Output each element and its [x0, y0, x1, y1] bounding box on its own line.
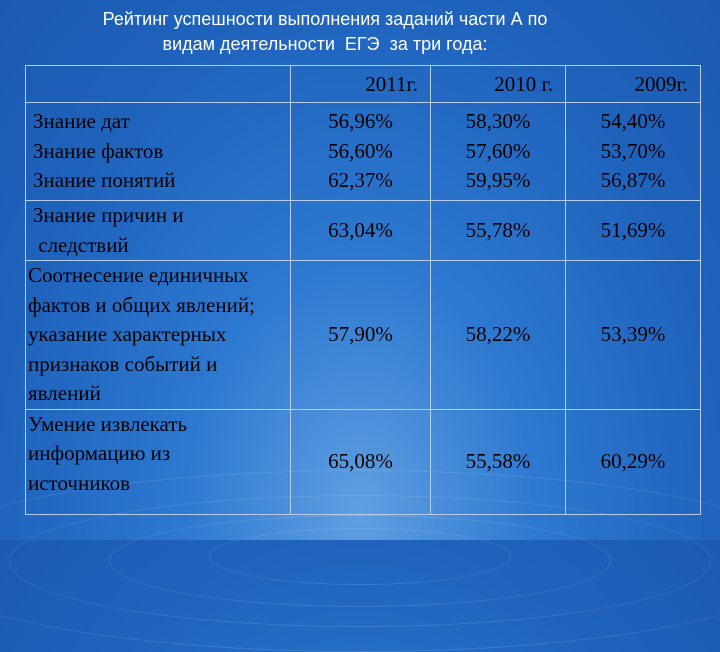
value-cell-2010: 58,22%	[430, 260, 566, 410]
table-row: Знание дат Знание фактов Знание понятий …	[25, 102, 701, 201]
table-row: Знание причин и следствий 63,04% 55,78% …	[25, 200, 701, 261]
value-cell-2011: 63,04%	[290, 200, 431, 261]
value-cell-2010: 55,78%	[430, 200, 566, 261]
header-row: 2011г. 2010 г. 2009г.	[25, 65, 701, 103]
header-2011: 2011г.	[290, 65, 431, 103]
row-label-line: фактов и общих явлений;	[28, 292, 255, 317]
row-label: Знание причин и следствий	[25, 200, 291, 261]
value: 58,30%	[465, 109, 531, 134]
row-label: Соотнесение единичных фактов и общих явл…	[25, 260, 291, 410]
row-label: Знание дат Знание фактов Знание понятий	[25, 102, 291, 201]
value: 56,87%	[600, 168, 666, 193]
value-cell-2011: 56,96% 56,60% 62,37%	[290, 102, 431, 201]
row-label-line: явлений	[28, 381, 101, 405]
header-2009: 2009г.	[565, 65, 701, 103]
slide-title-line-1: Рейтинг успешности выполнения заданий ча…	[102, 9, 548, 29]
value-cell-2009: 54,40% 53,70% 56,87%	[565, 102, 701, 201]
row-label-line: Знание дат	[33, 109, 130, 134]
value: 59,95%	[465, 168, 531, 193]
value: 62,37%	[328, 168, 393, 193]
value-cell-2010: 55,58%	[430, 408, 566, 515]
results-table: 2011г. 2010 г. 2009г. Знание дат Знание …	[25, 65, 701, 515]
row-label-line: Знание понятий	[33, 168, 176, 193]
row-label-line: указание характерных	[28, 322, 227, 346]
row-label-line: Знание причин и	[33, 203, 184, 227]
row-label-line: Знание фактов	[33, 138, 164, 163]
row-label-line: Соотнесение единичных	[28, 263, 249, 287]
value: 56,60%	[328, 138, 393, 163]
value-cell-2009: 60,29%	[565, 408, 701, 515]
value: 54,40%	[600, 109, 666, 134]
table-row: Соотнесение единичных фактов и общих явл…	[25, 260, 701, 410]
value-cell-2009: 51,69%	[565, 200, 701, 261]
header-2010: 2010 г.	[430, 65, 566, 103]
row-label-line: признаков событий и	[28, 351, 218, 376]
value-cell-2011: 65,08%	[290, 408, 431, 515]
row-label-line: Умение извлекать	[28, 411, 188, 436]
header-empty-cell	[25, 65, 291, 103]
value-cell-2009: 53,39%	[565, 260, 701, 410]
value: 53,70%	[600, 138, 666, 163]
table-row: Умение извлекать информацию из источнико…	[25, 408, 701, 515]
slide-title: Рейтинг успешности выполнения заданий ча…	[0, 7, 650, 57]
value: 56,96%	[328, 109, 393, 134]
row-label-line: источников	[28, 470, 131, 495]
value: 57,60%	[465, 138, 531, 163]
row-label-line: следствий	[33, 232, 129, 257]
value-cell-2010: 58,30% 57,60% 59,95%	[430, 102, 566, 201]
slide-title-line-2: видам деятельности ЕГЭ за три года:	[162, 34, 488, 54]
value-cell-2011: 57,90%	[290, 260, 431, 410]
row-label-line: информацию из	[28, 441, 171, 465]
row-label: Умение извлекать информацию из источнико…	[25, 408, 291, 515]
